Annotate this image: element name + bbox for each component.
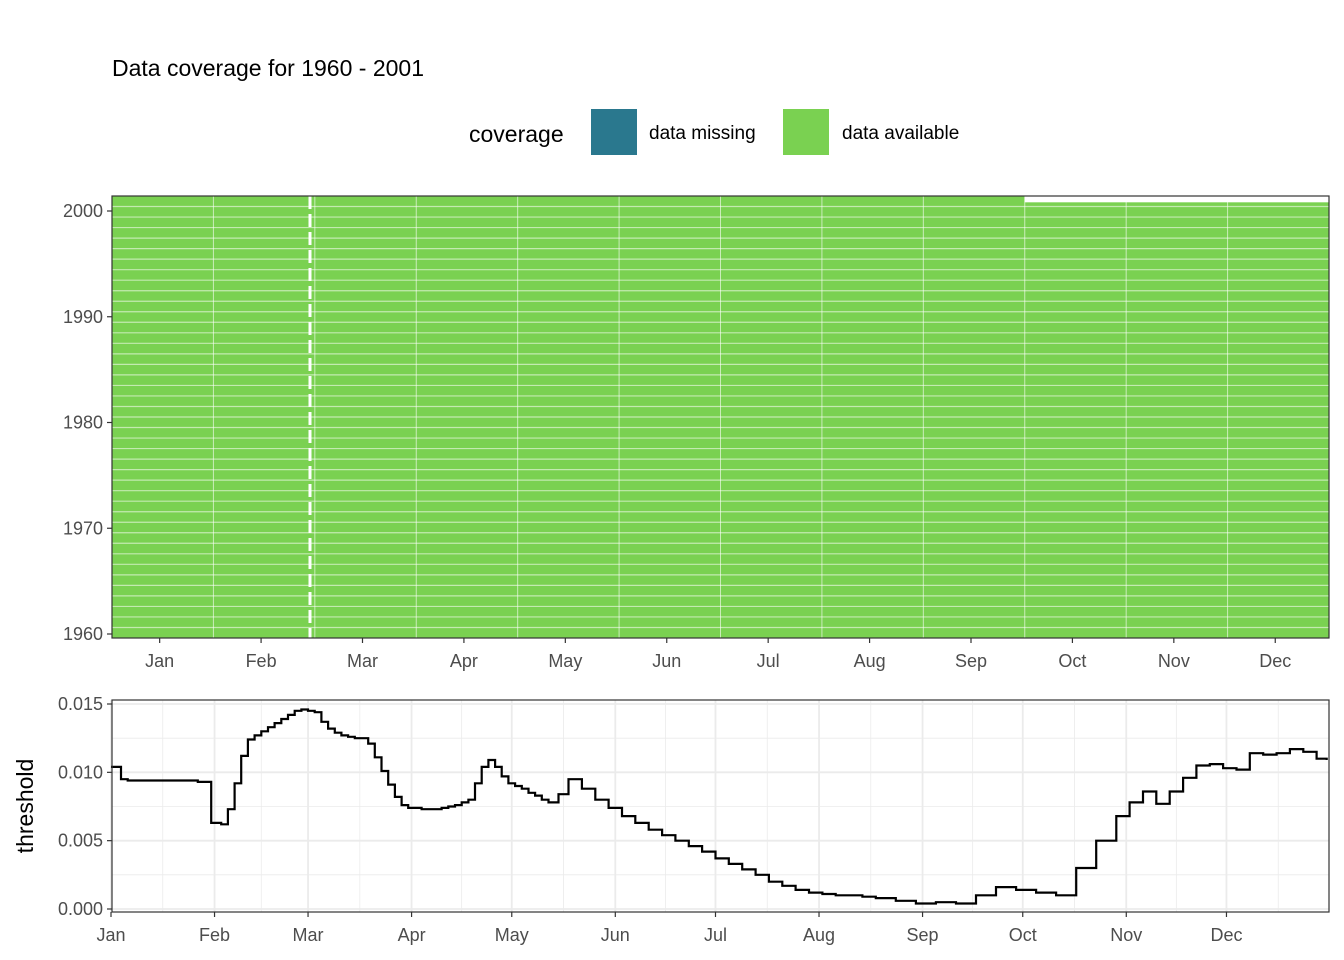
x-tick-label: Jul [704, 925, 727, 945]
y-tick-label: 0.015 [58, 694, 103, 714]
y-tick-label: 0.010 [58, 762, 103, 782]
heatmap-border [111, 195, 1330, 639]
x-tick-label: Apr [450, 651, 478, 671]
x-tick-label: Nov [1158, 651, 1190, 671]
x-tick-label: Oct [1009, 925, 1037, 945]
y-tick-label: 1970 [63, 518, 103, 538]
threshold-series-line [111, 708, 1328, 905]
x-tick-label: Mar [293, 925, 324, 945]
x-tick-label: Jan [96, 925, 125, 945]
coverage-heatmap-panel: 1960 1970 1980 1990 2000 Jan Feb Mar Apr May Jun Ju… [63, 195, 1330, 671]
x-tick-label: Jun [601, 925, 630, 945]
x-tick-label: Nov [1110, 925, 1142, 945]
x-tick-label: Aug [854, 651, 886, 671]
threshold-line-panel: 0.000 0.005 0.010 0.015 Jan Feb Mar Apr May Jun Ju… [58, 694, 1330, 945]
y-tick-label: 0.000 [58, 899, 103, 919]
threshold-axis-label: threshold [12, 759, 38, 854]
y-tick-label: 0.005 [58, 831, 103, 851]
legend-swatch-available [783, 109, 829, 155]
x-tick-label: Apr [398, 925, 426, 945]
x-tick-label: May [548, 651, 582, 671]
y-tick-label: 2000 [63, 201, 103, 221]
legend-swatch-missing [591, 109, 637, 155]
x-tick-label: Mar [347, 651, 378, 671]
x-tick-label: Feb [246, 651, 277, 671]
x-tick-label: Dec [1259, 651, 1291, 671]
x-tick-label: Jun [652, 651, 681, 671]
x-tick-label: Oct [1058, 651, 1086, 671]
y-tick-label: 1980 [63, 413, 103, 433]
y-tick-label: 1990 [63, 307, 103, 327]
x-tick-label: Jan [145, 651, 174, 671]
x-tick-label: Sep [907, 925, 939, 945]
legend-label-available: data available [842, 123, 959, 144]
x-tick-label: Dec [1210, 925, 1242, 945]
x-tick-label: May [495, 925, 529, 945]
line-panel-background [112, 700, 1329, 912]
heatmap-unrecorded-cells [1024, 196, 1329, 203]
legend-title: coverage [469, 121, 564, 147]
x-tick-label: Sep [955, 651, 987, 671]
x-tick-label: Jul [757, 651, 780, 671]
legend: coverage data missing data available [469, 109, 959, 155]
x-tick-label: Aug [803, 925, 835, 945]
legend-label-missing: data missing [649, 123, 756, 144]
y-tick-label: 1960 [63, 624, 103, 644]
x-tick-label: Feb [199, 925, 230, 945]
line-panel-border [111, 699, 1330, 913]
chart-title: Data coverage for 1960 - 2001 [112, 55, 424, 81]
